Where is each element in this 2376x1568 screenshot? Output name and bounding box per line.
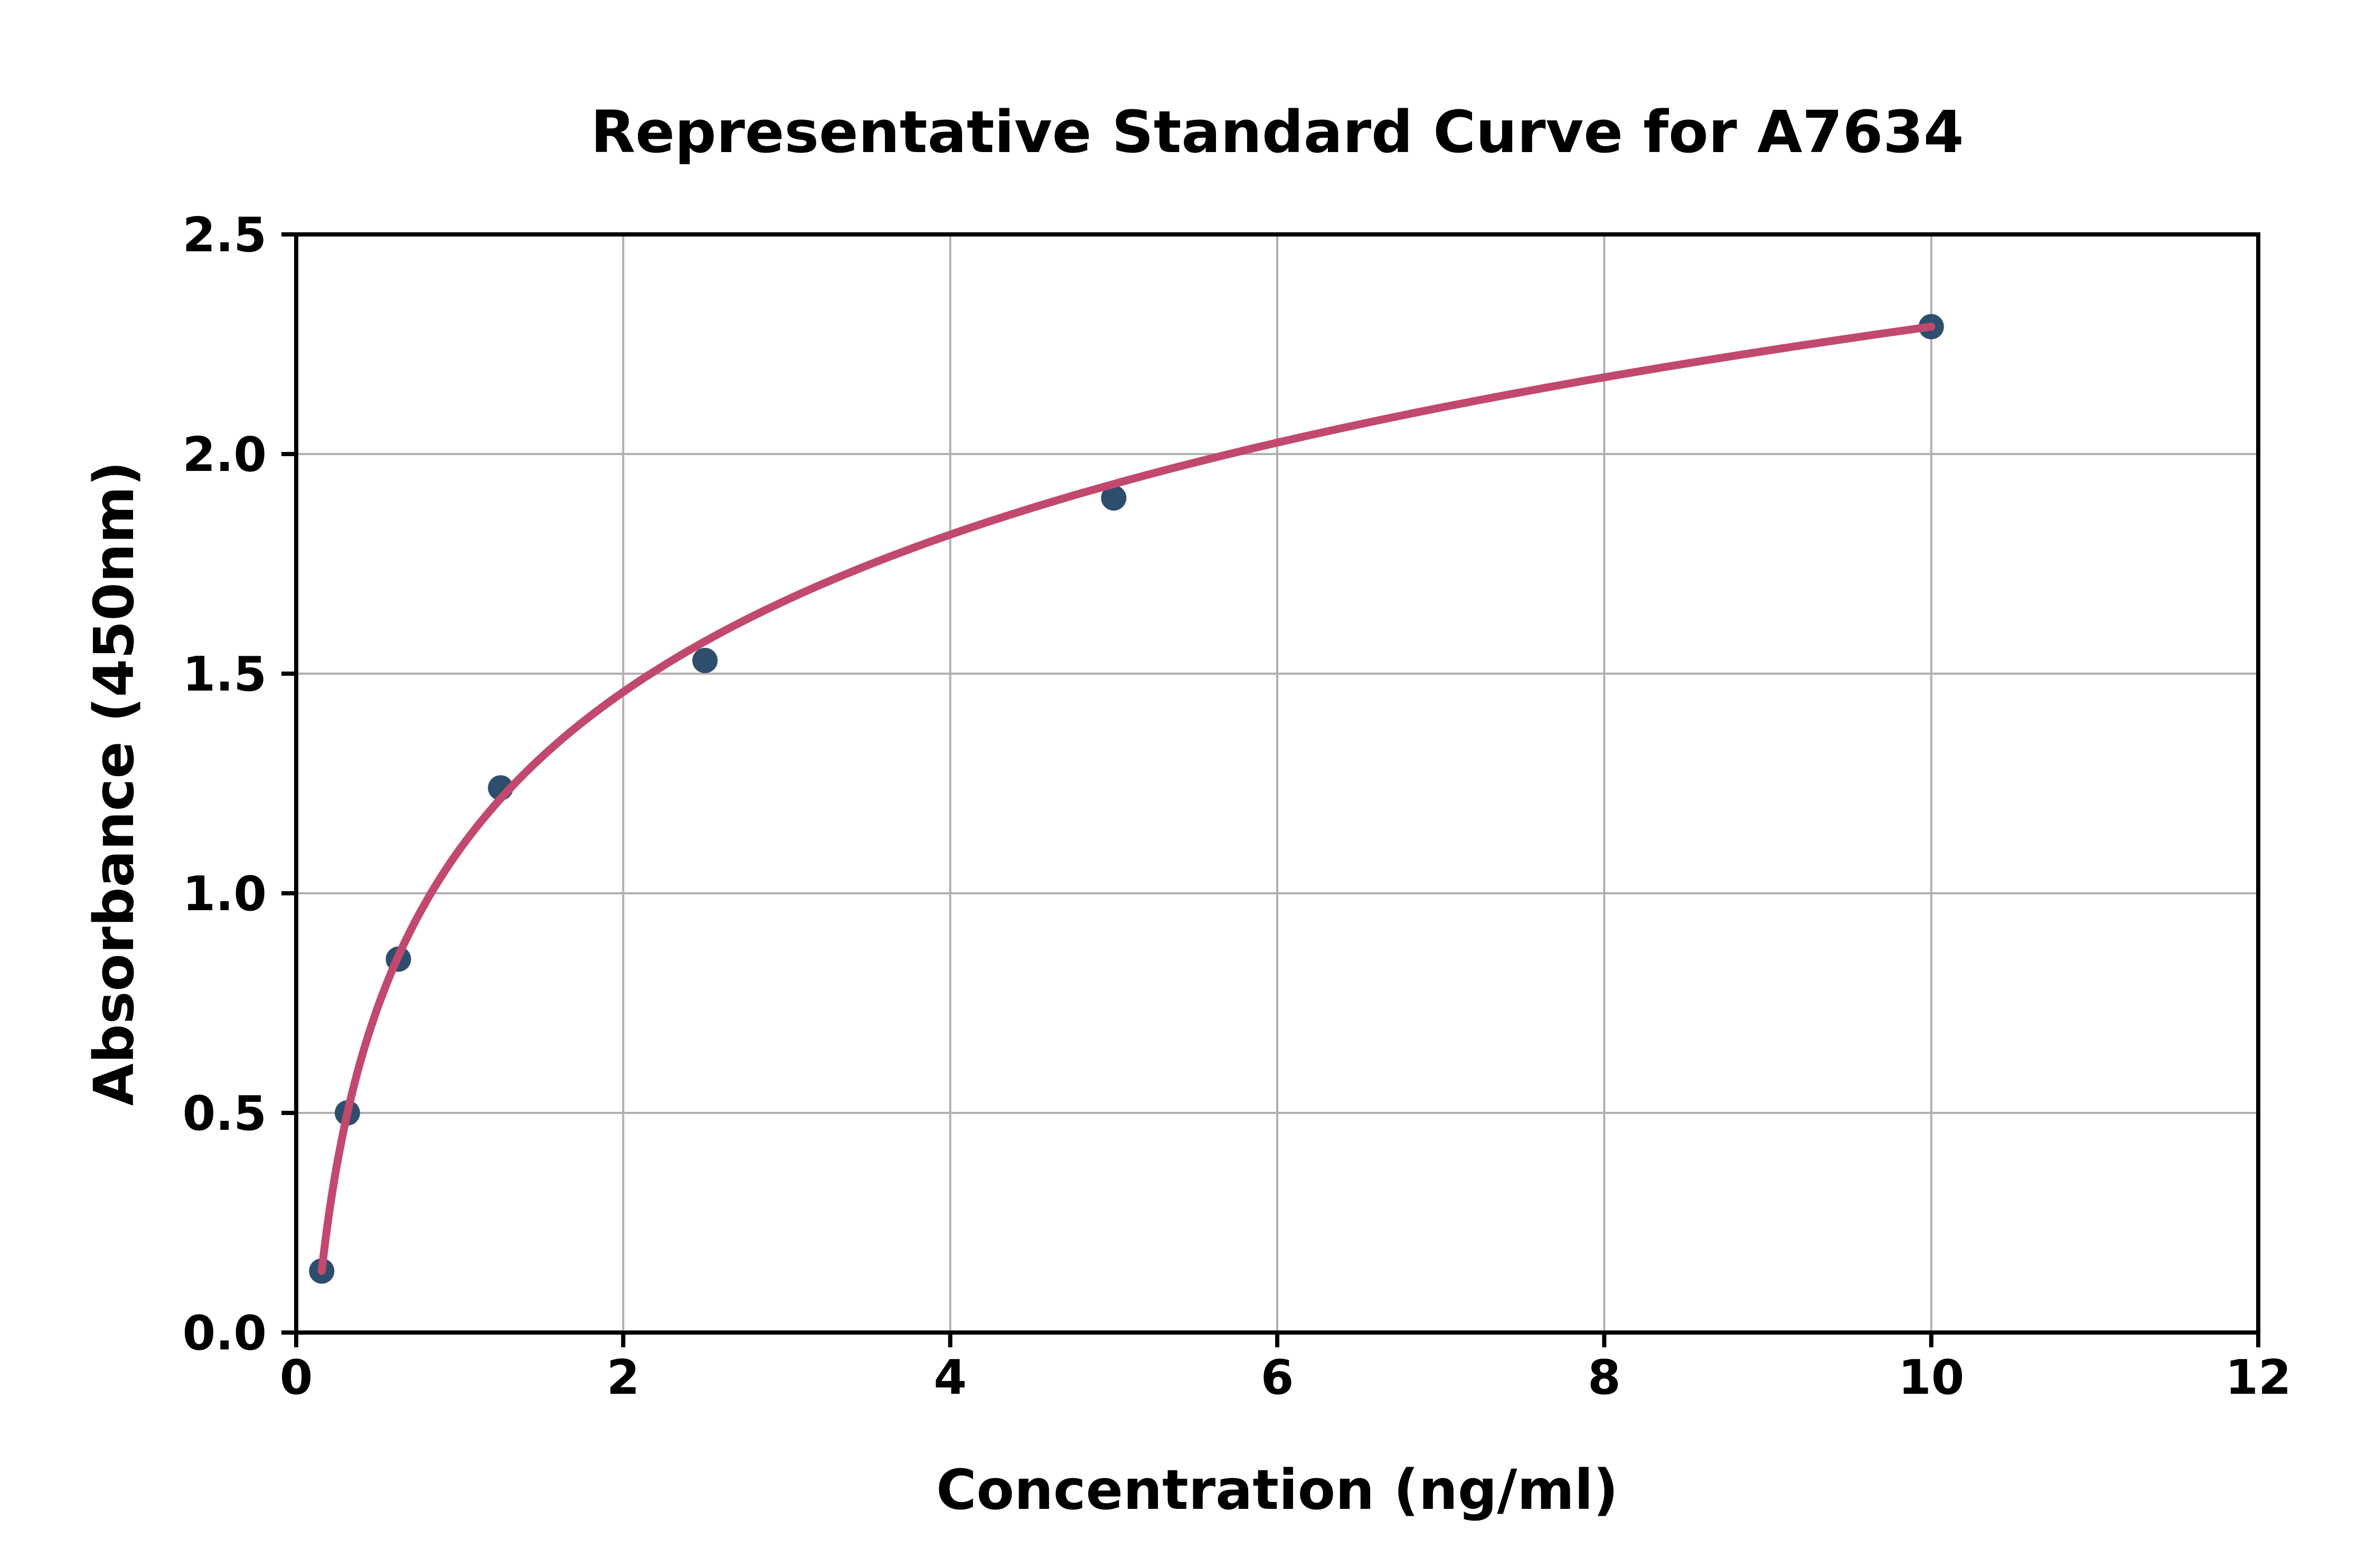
y-axis-label: Absorbance (450nm) [82, 461, 146, 1106]
axis-ticks [281, 232, 2260, 1347]
data-points [309, 314, 1944, 1284]
y-tick-label: 0.0 [183, 1306, 267, 1361]
x-tick-label: 4 [934, 1350, 967, 1405]
y-tick-label: 2.5 [183, 207, 267, 263]
x-tick-label: 6 [1261, 1350, 1294, 1405]
y-tick-label: 2.0 [183, 427, 267, 483]
x-tick-label: 8 [1588, 1350, 1621, 1405]
x-tick-label: 12 [2225, 1350, 2291, 1405]
y-tick-label: 1.0 [183, 866, 267, 922]
data-point-marker [1101, 485, 1127, 511]
x-tick-label: 0 [280, 1350, 313, 1405]
chart-title: Representative Standard Curve for A7634 [591, 98, 1964, 166]
fit-curve [317, 323, 1936, 1275]
x-tick-label: 2 [607, 1350, 640, 1405]
y-tick-label: 0.5 [183, 1086, 267, 1141]
x-tick-label: 10 [1898, 1350, 1964, 1405]
x-axis-label: Concentration (ng/ml) [936, 1458, 1618, 1522]
y-tick-label: 1.5 [183, 647, 267, 702]
fit-curve-layer [317, 323, 1936, 1275]
data-point-marker [692, 648, 718, 674]
tick-labels: 0 2 4 6 8 10 12 0.0 0.5 1.0 1.5 2.0 2.5 [183, 207, 2292, 1405]
gridlines [295, 233, 2259, 1334]
